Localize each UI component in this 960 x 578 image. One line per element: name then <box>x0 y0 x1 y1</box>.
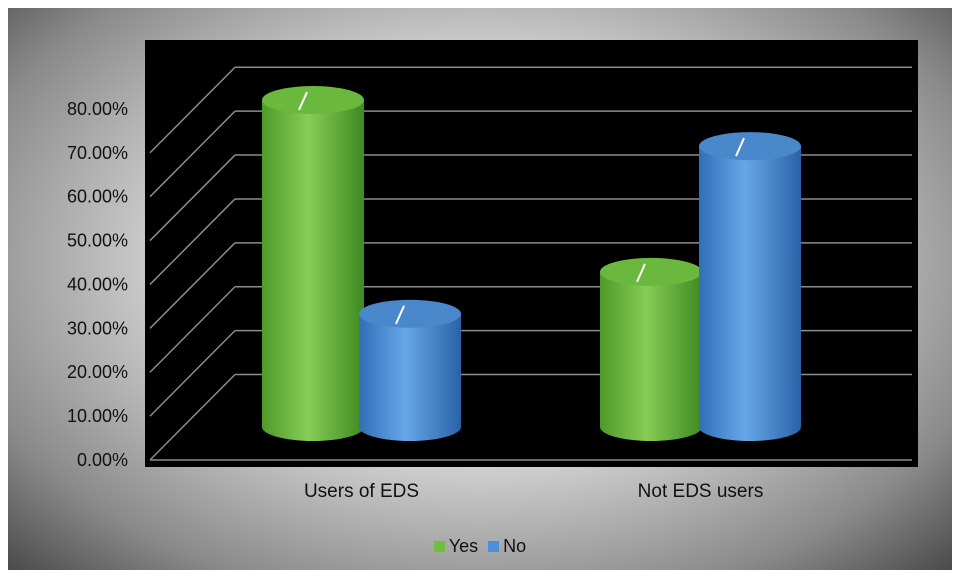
bar-top-yes-0 <box>262 86 364 114</box>
gridline-side-4 <box>149 198 236 285</box>
y-tick-label-0: 0.00% <box>77 450 128 470</box>
bar-yes-0 <box>262 100 364 441</box>
legend-swatch-no <box>488 541 500 552</box>
bar-highlight-yes-0 <box>298 91 308 111</box>
bar-top-yes-1 <box>600 257 702 286</box>
legend: Yes No <box>0 536 960 557</box>
y-tick-label-6: 60.00% <box>67 187 128 207</box>
y-tick-label-1: 10.00% <box>67 406 128 426</box>
bar-highlight-yes-1 <box>636 263 646 283</box>
y-tick-label-7: 70.00% <box>67 143 128 163</box>
y-tick-label-5: 50.00% <box>67 231 128 251</box>
gridline-side-3 <box>149 242 236 329</box>
plot-background <box>145 40 918 467</box>
x-category-label-0: Users of EDS <box>304 481 419 502</box>
bar-highlight-no-0 <box>395 305 405 325</box>
legend-label-yes: Yes <box>448 536 479 556</box>
bar-highlight-no-1 <box>735 137 745 157</box>
bar-top-no-0 <box>359 299 461 328</box>
x-category-label-1: Not EDS users <box>638 481 764 502</box>
y-tick-label-3: 30.00% <box>67 318 128 338</box>
legend-label-no: No <box>503 536 527 556</box>
bar-yes-1 <box>600 271 702 441</box>
bar-no-1 <box>699 146 801 441</box>
gridline-side-2 <box>149 286 236 373</box>
y-tick-label-4: 40.00% <box>67 274 128 294</box>
y-tick-label-8: 80.00% <box>67 99 128 119</box>
gridline-side-0 <box>149 373 236 461</box>
gridline-side-6 <box>149 110 236 198</box>
legend-swatch-yes <box>433 541 445 552</box>
y-tick-label-2: 20.00% <box>67 362 128 382</box>
gridline-side-5 <box>149 154 236 242</box>
legend-item-no: No <box>488 536 526 557</box>
bar-no-0 <box>359 313 461 441</box>
bar-top-no-1 <box>699 132 801 161</box>
legend-item-yes: Yes <box>433 536 479 557</box>
gridline-side-7 <box>149 66 236 154</box>
gridline-side-1 <box>149 330 236 417</box>
